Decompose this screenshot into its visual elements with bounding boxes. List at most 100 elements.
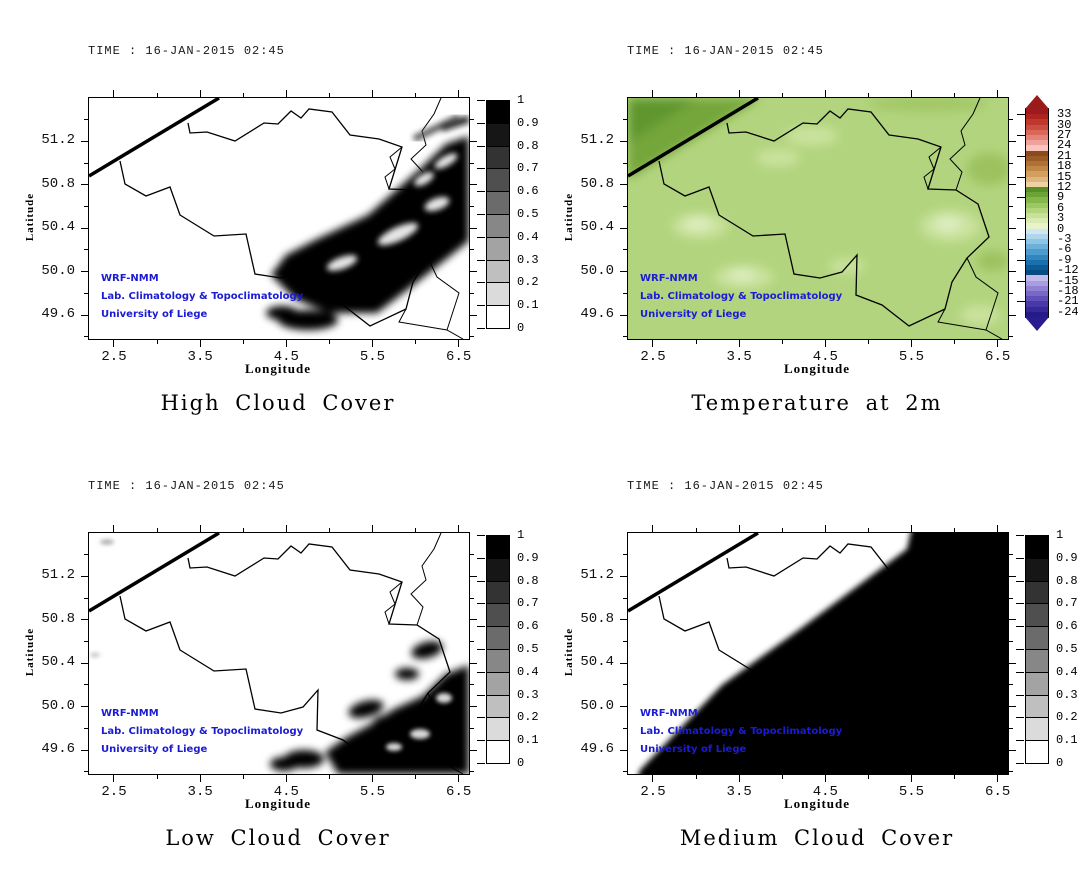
y-tick-label: 49.6	[580, 306, 614, 323]
y-major-tick	[81, 227, 89, 229]
colorbar-tick-label: 0.9	[517, 550, 539, 565]
colorbar-tick	[1016, 717, 1024, 719]
x-tick-label: 5.5	[898, 784, 925, 800]
y-minor-tick	[623, 119, 628, 121]
x-major-tick	[199, 90, 201, 98]
map-plot-medium-cloud: WRF-NMM Lab. Climatology & Topoclimatolo…	[580, 525, 1016, 800]
colorbar-tick-label: 0.8	[517, 138, 539, 153]
x-minor-tick	[695, 339, 697, 344]
y-minor-tick	[1008, 684, 1013, 686]
colorbar-segment	[1025, 694, 1049, 719]
colorbar-tick	[477, 100, 485, 101]
y-major-tick	[81, 749, 89, 751]
colorbar-segment	[486, 717, 510, 742]
colorbar-tick-label: 0.4	[517, 664, 539, 679]
colorbar-segment	[1025, 649, 1049, 673]
colorbar-tick	[1017, 114, 1025, 116]
y-major-tick	[81, 184, 89, 186]
panel-title: High Cloud Cover	[160, 391, 396, 415]
x-minor-tick	[415, 93, 417, 98]
x-major-tick	[997, 774, 999, 782]
x-major-tick	[285, 774, 287, 782]
colorbar-segment	[486, 168, 510, 193]
colorbar-top-arrow	[1025, 95, 1049, 109]
y-major-tick	[620, 184, 628, 186]
belgium-map-high-cloud	[89, 98, 469, 339]
x-major-tick	[199, 525, 201, 533]
colorbar-segment	[486, 259, 510, 284]
credit-line-lab: Lab. Climatology & Topoclimatology	[640, 291, 843, 302]
x-major-tick	[285, 90, 287, 98]
time-label: TIME : 16-JAN-2015 02:45	[627, 44, 824, 58]
x-major-tick	[371, 90, 373, 98]
colorbar-segment	[1025, 580, 1049, 605]
colorbar-segment	[486, 626, 510, 650]
colorbar-tick-label: 1	[517, 528, 525, 542]
colorbar-tick	[1017, 301, 1025, 303]
colorbar-segment	[486, 694, 510, 719]
y-minor-tick	[623, 162, 628, 164]
x-major-tick	[997, 339, 999, 347]
colorbar-tick-label: 0.2	[517, 275, 539, 290]
x-axis-label: Longitude	[783, 361, 851, 376]
y-minor-tick	[623, 249, 628, 251]
colorbar-tick-label: 0.1	[1056, 733, 1078, 748]
belgium-map-temperature	[628, 98, 1008, 339]
x-axis-label: Longitude	[244, 361, 312, 376]
colorbar-tick-label: -24	[1057, 304, 1079, 319]
belgium-map-medium-cloud	[628, 533, 1008, 774]
x-minor-tick	[415, 528, 417, 533]
y-minor-tick	[84, 206, 89, 208]
y-major-tick	[469, 271, 477, 273]
y-minor-tick	[1008, 292, 1013, 294]
colorbar-tick	[477, 328, 485, 329]
x-tick-label: 6.5	[446, 784, 472, 800]
x-minor-tick	[954, 528, 956, 533]
colorbar-tick	[477, 305, 485, 307]
colorbar-tick-label: 0	[517, 321, 525, 335]
x-major-tick	[371, 339, 373, 347]
y-minor-tick	[469, 292, 474, 294]
x-major-tick	[113, 774, 115, 782]
y-major-tick	[469, 184, 477, 186]
model-credit: WRF-NMM Lab. Climatology & Topoclimatolo…	[101, 270, 303, 324]
y-minor-tick	[623, 206, 628, 208]
credit-line-model: WRF-NMM	[640, 708, 698, 719]
colorbar-segment	[1025, 603, 1049, 628]
x-minor-tick	[781, 93, 783, 98]
y-major-tick	[81, 706, 89, 708]
y-tick-label: 50.4	[41, 654, 75, 671]
colorbar-tick-label: -18	[1057, 284, 1079, 298]
colorbar-tick-label: 0.1	[517, 298, 539, 313]
panel-title: Medium Cloud Cover	[679, 826, 955, 850]
x-major-tick	[458, 339, 460, 347]
colorbar-segment	[486, 100, 510, 124]
colorbar-tick-label: 0.5	[1056, 642, 1078, 656]
colorbar-tick-label: 0.4	[1056, 664, 1078, 679]
y-minor-tick	[1008, 119, 1013, 121]
colorbar-segment	[486, 282, 510, 307]
credit-line-model: WRF-NMM	[101, 708, 159, 719]
colorbar-tick	[477, 649, 485, 650]
credit-line-model: WRF-NMM	[101, 273, 159, 284]
y-minor-tick	[623, 771, 628, 773]
x-tick-label: 4.5	[812, 784, 838, 800]
y-minor-tick	[469, 162, 474, 164]
y-major-tick	[81, 314, 89, 316]
y-minor-tick	[84, 162, 89, 164]
y-tick-label: 50.0	[580, 262, 614, 279]
y-tick-label: 50.4	[41, 219, 75, 236]
colorbar-segment	[486, 535, 510, 559]
x-axis-label: Longitude	[783, 796, 851, 811]
colorbar-tick-label: 0	[517, 756, 525, 770]
x-minor-tick	[867, 774, 869, 779]
colorbar-tick-label: 0.5	[517, 207, 539, 221]
x-minor-tick	[328, 339, 330, 344]
x-minor-tick	[867, 339, 869, 344]
y-minor-tick	[1008, 727, 1013, 729]
x-tick-label: 3.5	[726, 349, 752, 365]
colorbar-tick-label: 0.6	[1056, 619, 1078, 634]
y-minor-tick	[623, 597, 628, 599]
x-major-tick	[910, 525, 912, 533]
x-major-tick	[738, 774, 740, 782]
